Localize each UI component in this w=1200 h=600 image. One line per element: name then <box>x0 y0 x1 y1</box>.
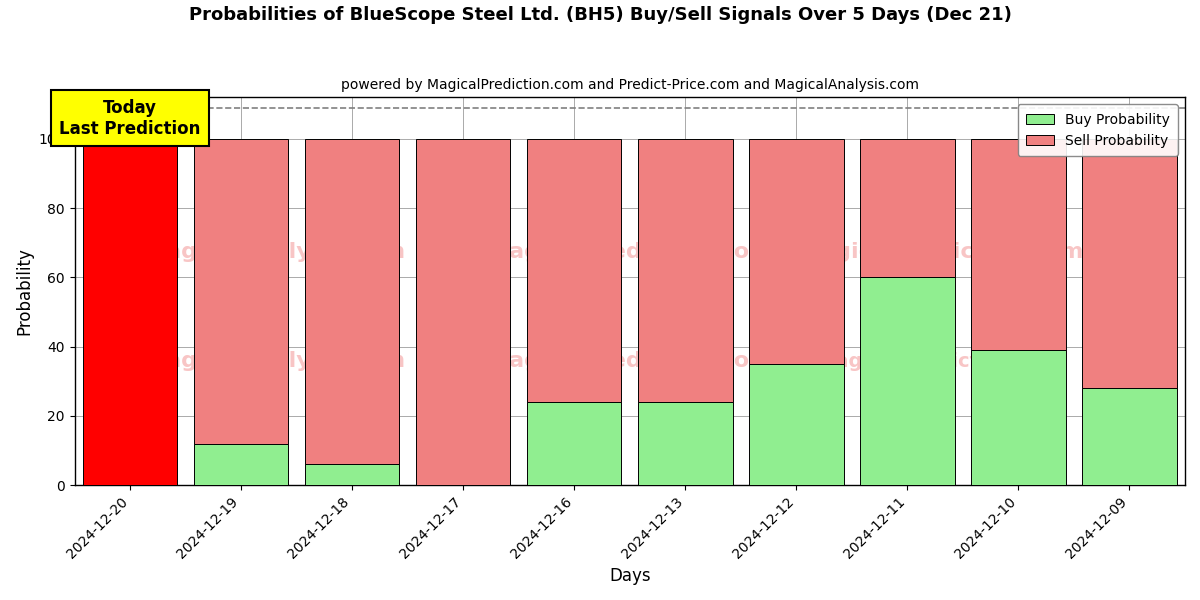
Text: MagicalAnalysis.com: MagicalAnalysis.com <box>144 242 406 262</box>
Bar <box>527 139 622 402</box>
Bar <box>860 277 955 485</box>
Bar <box>194 443 288 485</box>
Bar <box>305 464 400 485</box>
Bar <box>83 139 178 485</box>
Text: MagicalPrediction.com: MagicalPrediction.com <box>487 351 773 371</box>
Title: powered by MagicalPrediction.com and Predict-Price.com and MagicalAnalysis.com: powered by MagicalPrediction.com and Pre… <box>341 78 919 92</box>
Text: Today
Last Prediction: Today Last Prediction <box>60 99 200 137</box>
Bar <box>194 139 288 443</box>
Bar <box>971 350 1066 485</box>
Y-axis label: Probability: Probability <box>16 247 34 335</box>
Bar <box>638 139 732 402</box>
X-axis label: Days: Days <box>610 567 650 585</box>
Bar <box>971 139 1066 350</box>
Text: MagicalAnalysis.com: MagicalAnalysis.com <box>144 351 406 371</box>
Bar <box>638 402 732 485</box>
Text: MagicalPrediction.com: MagicalPrediction.com <box>798 242 1084 262</box>
Bar <box>1082 139 1177 388</box>
Bar <box>1082 388 1177 485</box>
Text: MagicalPrediction.com: MagicalPrediction.com <box>816 352 1066 371</box>
Bar <box>860 139 955 277</box>
Bar <box>416 139 510 485</box>
Bar <box>527 402 622 485</box>
Text: MagicalPrediction.com: MagicalPrediction.com <box>487 242 773 262</box>
Text: Probabilities of BlueScope Steel Ltd. (BH5) Buy/Sell Signals Over 5 Days (Dec 21: Probabilities of BlueScope Steel Ltd. (B… <box>188 6 1012 24</box>
Bar <box>749 364 844 485</box>
Bar <box>305 139 400 464</box>
Legend: Buy Probability, Sell Probability: Buy Probability, Sell Probability <box>1018 104 1178 156</box>
Bar <box>749 139 844 364</box>
